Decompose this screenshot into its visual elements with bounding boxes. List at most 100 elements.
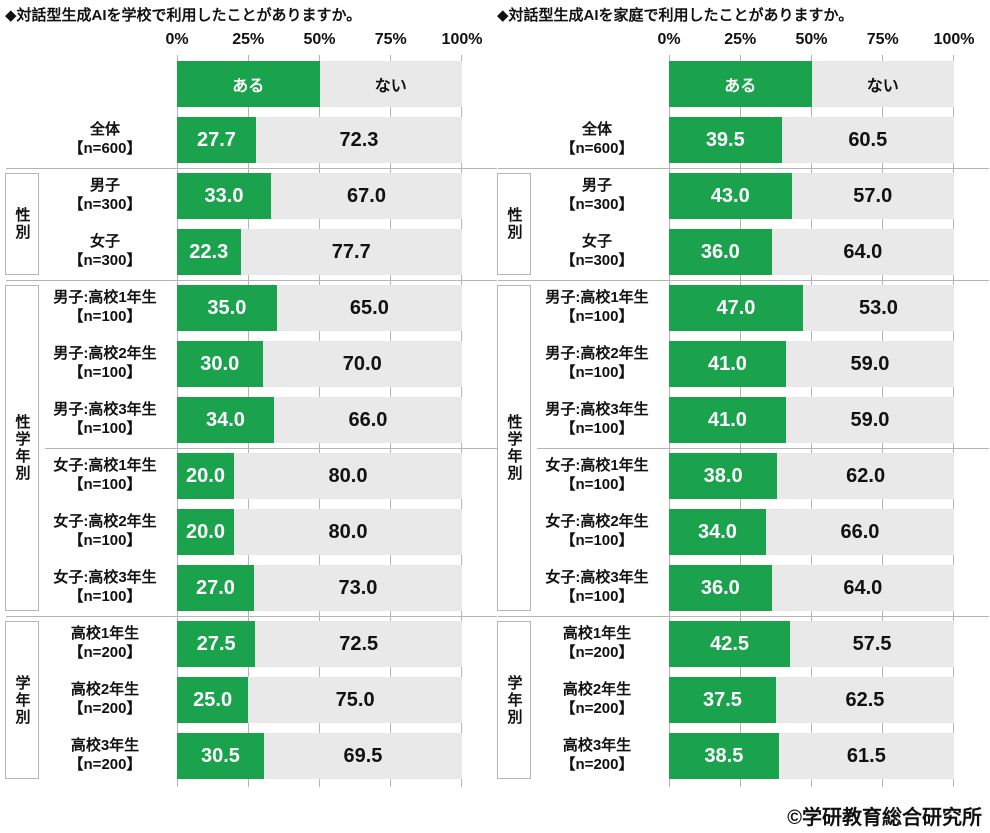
- group-separator: [498, 280, 989, 281]
- row-label: 女子 【n=300】: [560, 233, 634, 269]
- bar-segment-yes: 47.0: [669, 285, 803, 331]
- row-label: 女子:高校2年生 【n=100】: [53, 513, 157, 549]
- bar-segment-no: 77.7: [240, 229, 462, 275]
- chart-home: ◆対話型生成AIを家庭で利用したことがありますか。 0% 25% 50% 75%…: [497, 4, 989, 787]
- bar-row: 20.0 80.0: [177, 453, 462, 499]
- bar-segment-yes: 38.5: [669, 733, 779, 779]
- row-label: 男子:高校2年生 【n=100】: [53, 345, 157, 381]
- bar-segment-no: 53.0: [802, 285, 954, 331]
- legend-item-yes: ある: [177, 61, 320, 107]
- row-label: 女子:高校3年生 【n=100】: [545, 569, 649, 605]
- axis-tick-label: 50%: [303, 31, 336, 48]
- bar-segment-no: 80.0: [234, 509, 462, 555]
- bar-segment-yes: 30.0: [177, 341, 263, 387]
- bar-row: 33.0 67.0: [177, 173, 462, 219]
- row-label: 女子:高校3年生 【n=100】: [53, 569, 157, 605]
- bar-row: 20.0 80.0: [177, 509, 462, 555]
- group-label-sex: 性別: [5, 173, 39, 275]
- bar-segment-yes: 43.0: [669, 173, 792, 219]
- bar-segment-no: 72.3: [255, 117, 462, 163]
- bar-segment-yes: 30.5: [177, 733, 264, 779]
- x-axis: 0% 25% 50% 75% 100%: [165, 30, 482, 55]
- bar-segment-no: 75.0: [248, 677, 462, 723]
- axis-tick-label: 75%: [374, 31, 407, 48]
- group-separator: [6, 280, 497, 281]
- group-label-sex-grade: 性学年別: [497, 285, 531, 611]
- chart-title: ◆対話型生成AIを学校で利用したことがありますか。: [5, 7, 362, 24]
- row-label: 高校3年生 【n=200】: [68, 737, 142, 773]
- bar-row: 35.0 65.0: [177, 285, 462, 331]
- bar-segment-yes: 20.0: [177, 509, 234, 555]
- bar-row: 37.5 62.5: [669, 677, 954, 723]
- bar-row: 25.0 75.0: [177, 677, 462, 723]
- bar-segment-no: 64.0: [771, 565, 954, 611]
- bar-row: 30.0 70.0: [177, 341, 462, 387]
- row-label: 男子:高校3年生 【n=100】: [53, 401, 157, 437]
- bar-segment-no: 66.0: [273, 397, 462, 443]
- bar-segment-yes: 22.3: [177, 229, 241, 275]
- row-label: 男子 【n=300】: [68, 177, 142, 213]
- row-label: 女子:高校2年生 【n=100】: [545, 513, 649, 549]
- row-label: 女子:高校1年生 【n=100】: [545, 457, 649, 493]
- bar-segment-no: 57.0: [791, 173, 954, 219]
- group-separator: [537, 448, 989, 449]
- row-label: 高校3年生 【n=200】: [560, 737, 634, 773]
- group-label-sex-grade: 性学年別: [5, 285, 39, 611]
- bar-segment-yes: 41.0: [669, 341, 786, 387]
- bar-segment-yes: 39.5: [669, 117, 782, 163]
- group-separator: [498, 168, 989, 169]
- bar-segment-yes: 37.5: [669, 677, 776, 723]
- bar-row: 36.0 64.0: [669, 565, 954, 611]
- group-separator: [6, 168, 497, 169]
- group-separator: [498, 616, 989, 617]
- axis-tick-label: 25%: [232, 31, 265, 48]
- row-label: 男子:高校2年生 【n=100】: [545, 345, 649, 381]
- bar-row: 34.0 66.0: [177, 397, 462, 443]
- bar-row: 38.5 61.5: [669, 733, 954, 779]
- bar-segment-no: 61.5: [778, 733, 954, 779]
- bar-segment-yes: 33.0: [177, 173, 272, 219]
- legend-item-no: ない: [319, 61, 462, 107]
- bar-segment-no: 60.5: [781, 117, 954, 163]
- axis-tick-label: 25%: [724, 31, 757, 48]
- bar-row: 42.5 57.5: [669, 621, 954, 667]
- bar-segment-no: 57.5: [790, 621, 954, 667]
- charts-container: ◆対話型生成AIを学校で利用したことがありますか。 0% 25% 50% 75%…: [5, 4, 989, 787]
- bar-segment-no: 70.0: [262, 341, 462, 387]
- row-label: 男子 【n=300】: [560, 177, 634, 213]
- chart-school: ◆対話型生成AIを学校で利用したことがありますか。 0% 25% 50% 75%…: [5, 4, 497, 787]
- row-label: 高校1年生 【n=200】: [68, 625, 142, 661]
- row-label: 高校2年生 【n=200】: [560, 681, 634, 717]
- bar-segment-no: 80.0: [234, 453, 462, 499]
- bar-segment-yes: 20.0: [177, 453, 234, 499]
- bar-segment-no: 67.0: [271, 173, 462, 219]
- bar-segment-yes: 36.0: [669, 565, 772, 611]
- axis-tick-label: 0%: [657, 31, 681, 48]
- row-label: 女子:高校1年生 【n=100】: [53, 457, 157, 493]
- group-label-grade: 学年別: [5, 621, 39, 779]
- bar-row: 27.5 72.5: [177, 621, 462, 667]
- bar-row: 27.7 72.3: [177, 117, 462, 163]
- legend-item-yes: ある: [669, 61, 812, 107]
- row-label: 高校2年生 【n=200】: [68, 681, 142, 717]
- row-label: 男子:高校1年生 【n=100】: [545, 289, 649, 325]
- copyright-credit: ©学研教育総合研究所: [787, 807, 982, 829]
- chart-title: ◆対話型生成AIを家庭で利用したことがありますか。: [497, 7, 854, 24]
- bar-segment-yes: 27.5: [177, 621, 256, 667]
- bar-segment-yes: 27.0: [177, 565, 254, 611]
- bar-row: 34.0 66.0: [669, 509, 954, 555]
- row-label: 全体 【n=600】: [560, 121, 634, 157]
- bar-row: 39.5 60.5: [669, 117, 954, 163]
- plot-area: ある ない 性別 性学年別 学年別 全体 【n=600】 27.7 72.3 男子…: [5, 55, 497, 787]
- bar-segment-yes: 25.0: [177, 677, 249, 723]
- bar-segment-no: 65.0: [276, 285, 462, 331]
- bar-segment-yes: 34.0: [177, 397, 274, 443]
- row-label: 男子:高校3年生 【n=100】: [545, 401, 649, 437]
- legend-item-no: ない: [811, 61, 954, 107]
- group-label-grade: 学年別: [497, 621, 531, 779]
- axis-tick-label: 100%: [933, 31, 975, 48]
- legend: ある ない: [177, 61, 462, 107]
- bar-segment-yes: 41.0: [669, 397, 786, 443]
- bar-segment-no: 62.5: [775, 677, 954, 723]
